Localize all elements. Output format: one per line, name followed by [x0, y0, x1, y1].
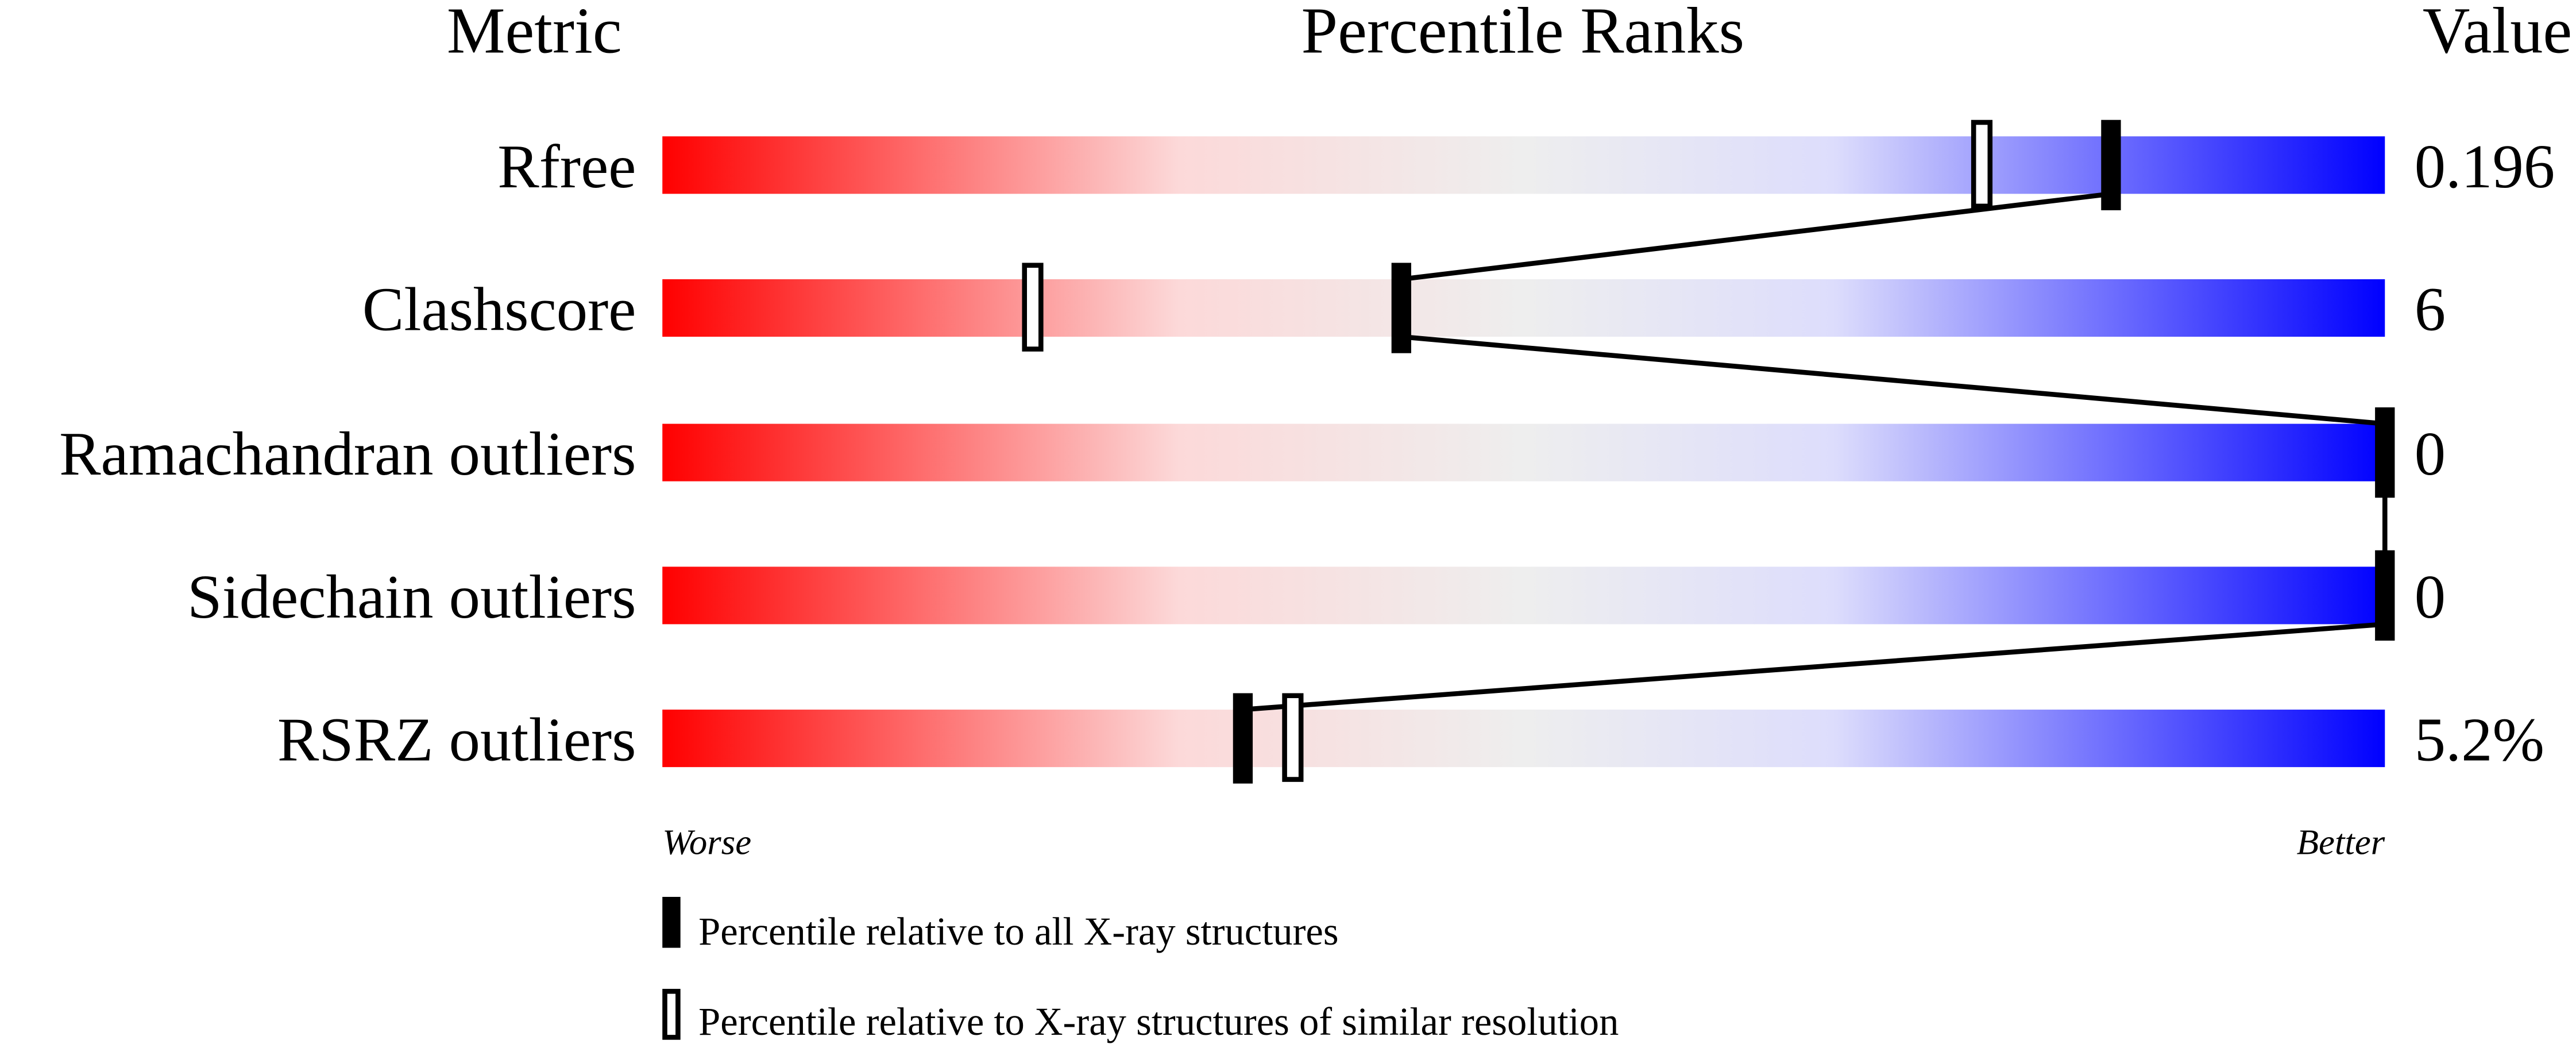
- marker-similar-resolution: [1022, 263, 1044, 352]
- marker-all-structures: [1233, 693, 1253, 784]
- metric-value: 6: [2415, 275, 2446, 344]
- metric-value: 0: [2415, 419, 2446, 488]
- percentile-bar: [662, 279, 2385, 337]
- legend-filled-marker: [662, 896, 681, 948]
- header-metric: Metric: [447, 0, 622, 67]
- connector-line: [1401, 191, 2111, 282]
- marker-similar-resolution: [1971, 120, 1993, 209]
- marker-all-structures: [2375, 550, 2395, 641]
- metric-value: 0.196: [2415, 132, 2555, 201]
- metric-label: RSRZ outliers: [277, 706, 636, 775]
- percentile-bar: [662, 136, 2385, 194]
- legend-open-label: Percentile relative to X-ray structures …: [698, 1000, 1619, 1043]
- marker-all-structures: [1391, 263, 1411, 353]
- metric-label: Rfree: [497, 132, 636, 201]
- legend-filled-label: Percentile relative to all X-ray structu…: [698, 910, 1338, 953]
- axis-label-better: Better: [2297, 822, 2385, 862]
- marker-all-structures: [2375, 407, 2395, 498]
- header-percentile-ranks: Percentile Ranks: [1301, 0, 1745, 67]
- header-value: Value: [2423, 0, 2572, 67]
- legend-open-marker: [662, 989, 681, 1040]
- metric-label: Sidechain outliers: [187, 562, 636, 631]
- metric-value: 0: [2415, 562, 2446, 631]
- metric-label: Clashscore: [362, 275, 636, 344]
- connector-line: [1242, 622, 2385, 712]
- marker-similar-resolution: [1282, 693, 1304, 782]
- percentile-bar: [662, 423, 2385, 481]
- metric-value: 5.2%: [2415, 706, 2544, 775]
- percentile-bar: [662, 710, 2385, 768]
- marker-all-structures: [2101, 120, 2121, 210]
- percentile-bar: [662, 567, 2385, 625]
- connector-line: [1401, 334, 2385, 426]
- metric-label: Ramachandran outliers: [59, 419, 636, 488]
- axis-label-worse: Worse: [662, 822, 751, 862]
